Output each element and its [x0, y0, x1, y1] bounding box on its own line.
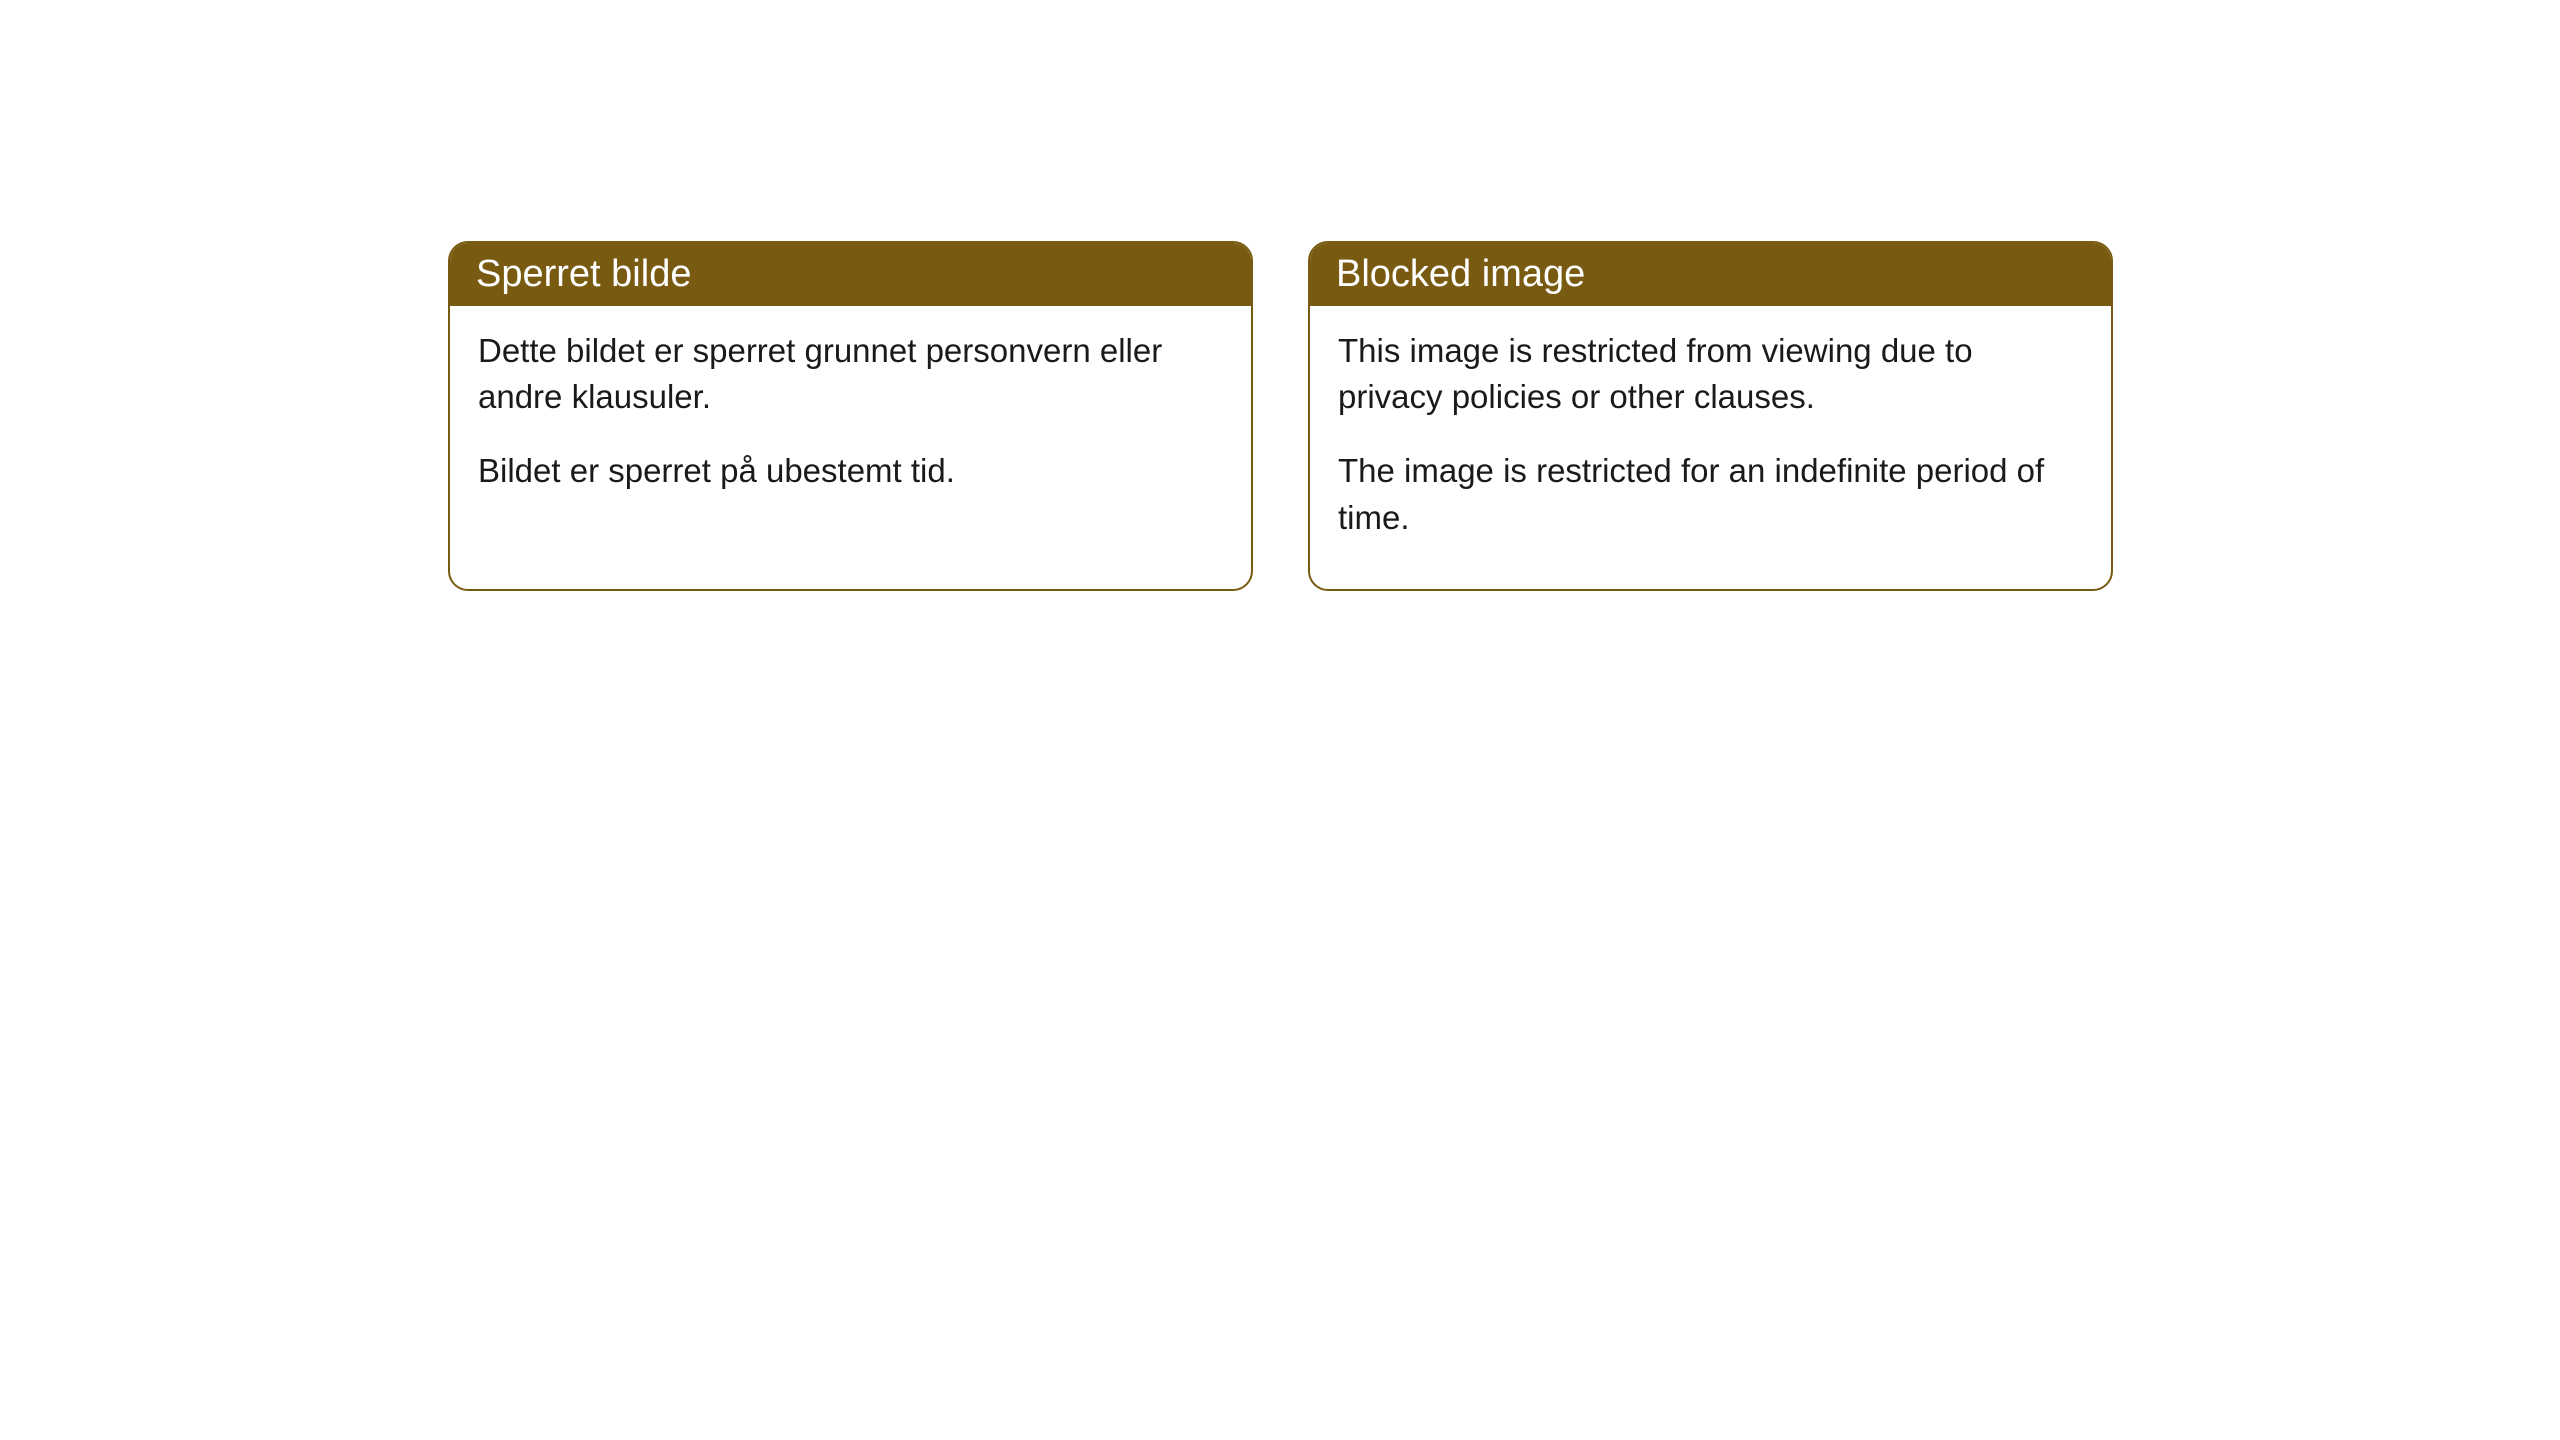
card-text-en-2: The image is restricted for an indefinit…: [1338, 448, 2083, 540]
card-body-no: Dette bildet er sperret grunnet personve…: [450, 306, 1251, 543]
card-header-en: Blocked image: [1310, 243, 2111, 306]
card-body-en: This image is restricted from viewing du…: [1310, 306, 2111, 589]
blocked-image-card-no: Sperret bilde Dette bildet er sperret gr…: [448, 241, 1253, 591]
card-text-no-2: Bildet er sperret på ubestemt tid.: [478, 448, 1223, 494]
cards-container: Sperret bilde Dette bildet er sperret gr…: [448, 241, 2113, 591]
card-text-no-1: Dette bildet er sperret grunnet personve…: [478, 328, 1223, 420]
card-text-en-1: This image is restricted from viewing du…: [1338, 328, 2083, 420]
blocked-image-card-en: Blocked image This image is restricted f…: [1308, 241, 2113, 591]
card-header-no: Sperret bilde: [450, 243, 1251, 306]
